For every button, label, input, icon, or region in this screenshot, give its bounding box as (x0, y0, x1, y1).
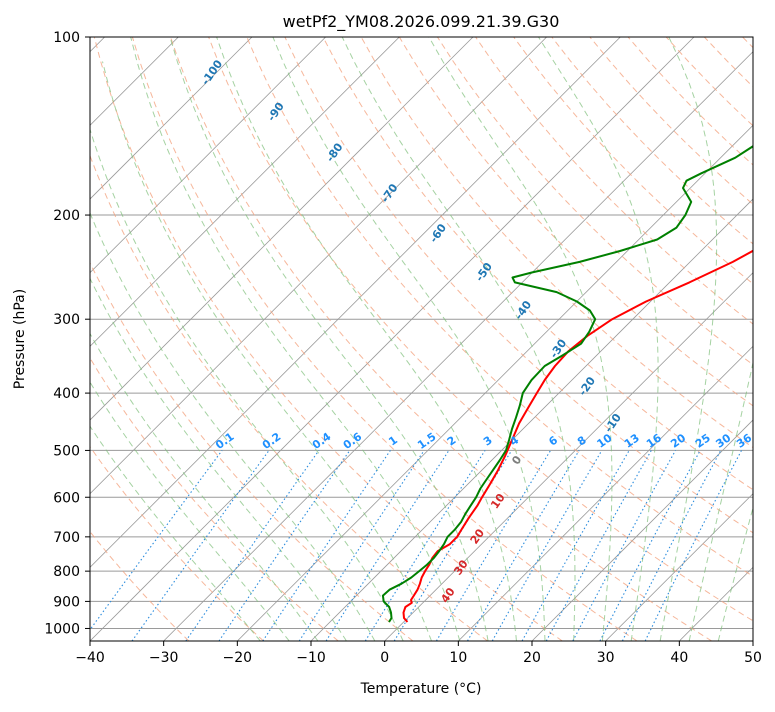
isotherm-line (532, 37, 775, 641)
y-tick-label: 100 (53, 30, 80, 46)
dry-adiabat-line (0, 37, 189, 641)
mixing-ratio-label: 16 (644, 431, 664, 451)
mixing-ratio-label: 3 (481, 433, 495, 448)
isotherm-line (679, 37, 775, 641)
moist-adiabat-line (0, 158, 289, 641)
dry-adiabat-line (704, 37, 775, 641)
dewpoint-profile-line (383, 37, 775, 622)
isotherm-line (0, 37, 326, 641)
y-tick-label: 1000 (44, 621, 80, 637)
isotherm-line (0, 37, 547, 641)
isotherm-line (0, 37, 252, 641)
x-tick-label: 10 (449, 650, 467, 666)
mixing-ratio-line (219, 450, 350, 641)
dry-adiabat-label: -100 (199, 57, 226, 87)
isotherm-line (385, 37, 775, 641)
moist-adiabat-line (718, 37, 775, 641)
x-tick-label: −30 (149, 650, 179, 666)
mixing-ratio-line (326, 450, 449, 641)
mixing-ratio-label: 0.6 (341, 430, 365, 452)
mixing-ratio-label: 0.2 (260, 430, 283, 452)
x-tick-label: 0 (380, 650, 389, 666)
mixing-ratio-line (645, 450, 741, 641)
moist-adiabat-label: 40 (438, 585, 458, 605)
dry-adiabat-line (56, 37, 488, 641)
mixing-ratio-label: 1 (386, 433, 400, 448)
y-tick-label: 600 (53, 490, 80, 506)
dry-adiabat-line (476, 37, 775, 641)
y-tick-label: 400 (53, 386, 80, 402)
moist-adiabat-line (273, 37, 545, 641)
y-tick-label: 500 (53, 443, 80, 459)
dry-adiabat-label: -40 (512, 298, 534, 322)
isotherm-line (16, 37, 620, 641)
mixing-ratio-line (263, 450, 391, 641)
dry-adiabat-line (171, 37, 712, 641)
moist-adiabat-line (660, 37, 717, 641)
grid-layer (0, 37, 775, 641)
dry-adiabat-line (0, 37, 338, 641)
mixing-ratio-label: 20 (668, 431, 688, 451)
x-tick-label: −20 (223, 650, 253, 666)
mixing-ratio-line (600, 450, 700, 641)
isotherm-line (311, 37, 775, 641)
isotherm-line (753, 37, 775, 641)
mixing-ratio-label: 30 (713, 431, 733, 451)
mixing-ratio-label: 1.5 (415, 430, 438, 452)
moist-adiabat-line (342, 37, 575, 641)
mixing-ratio-line (546, 450, 651, 641)
moist-adiabat-line (217, 37, 517, 641)
series-layer (383, 37, 775, 622)
moist-adiabat-line (689, 37, 775, 641)
y-tick-label: 900 (53, 594, 80, 610)
y-tick-label: 200 (53, 208, 80, 224)
dry-adiabat-label: -30 (547, 337, 569, 361)
mixing-ratio-line (468, 450, 580, 641)
mixing-ratio-label: 13 (622, 431, 642, 450)
y-tick-label: 300 (53, 312, 80, 328)
dry-adiabat-line (437, 37, 775, 641)
mixing-ratio-label: 0.4 (310, 430, 334, 452)
isotherm-line (458, 37, 775, 641)
mixing-ratio-line (82, 450, 222, 641)
dry-adiabat-label: -60 (427, 221, 449, 245)
chart-title: wetPf2_YM08.2026.099.21.39.G30 (283, 12, 560, 32)
dry-adiabat-label: -20 (576, 374, 598, 398)
y-tick-label: 700 (53, 530, 80, 546)
dry-adiabat-line (18, 37, 413, 641)
mixing-ratio-label: 25 (693, 431, 713, 450)
mixing-ratio-line (573, 450, 676, 641)
moist-adiabat-line (103, 62, 432, 642)
isotherm-line (0, 37, 399, 641)
mixing-ratio-line (299, 450, 424, 641)
plot-frame (90, 37, 753, 641)
x-tick-label: 30 (597, 650, 615, 666)
dry-adiabat-label: -90 (265, 100, 287, 124)
x-tick-label: 50 (744, 650, 762, 666)
dry-adiabat-label: -80 (324, 140, 346, 164)
x-tick-label: 40 (670, 650, 688, 666)
mixing-ratio-label: 8 (575, 433, 589, 448)
moist-adiabat-line (55, 104, 375, 641)
dry-adiabat-line (590, 37, 775, 641)
x-tick-label: −40 (75, 650, 105, 666)
x-tick-label: 20 (523, 650, 541, 666)
moist-adiabat-label: 20 (468, 526, 488, 546)
x-axis-label: Temperature (°C) (360, 681, 482, 697)
y-tick-label: 800 (53, 564, 80, 580)
moist-adiabat-line (34, 123, 346, 641)
mixing-ratio-label: 0.1 (213, 430, 236, 452)
dry-adiabat-label: -50 (473, 260, 495, 284)
moist-adiabat-label: 0 (509, 453, 524, 467)
dry-adiabat-label: -10 (602, 411, 624, 435)
dry-adiabat-line (666, 37, 775, 641)
dry-adiabat-line (743, 37, 775, 641)
moist-adiabat-line (78, 84, 404, 641)
mixing-ratio-label: 6 (546, 433, 560, 448)
y-axis-label: Pressure (hPa) (12, 289, 28, 389)
x-tick-label: −10 (296, 650, 326, 666)
